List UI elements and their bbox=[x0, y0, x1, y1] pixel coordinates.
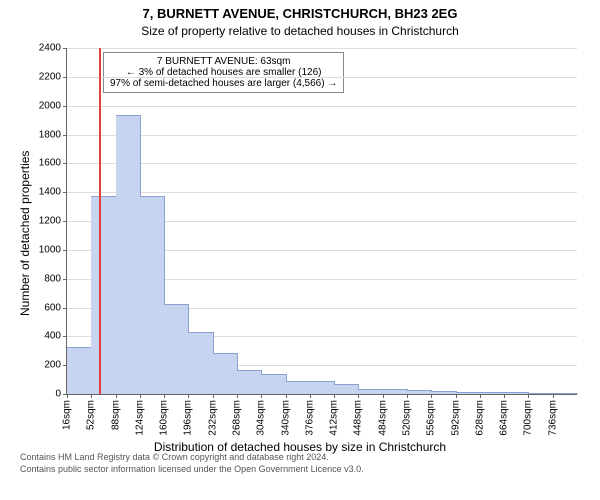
x-tick-mark bbox=[407, 394, 408, 398]
y-tick-label: 200 bbox=[44, 360, 61, 371]
x-tick-label: 232sqm bbox=[207, 394, 218, 436]
x-tick-mark bbox=[358, 394, 359, 398]
gridline bbox=[67, 48, 577, 49]
x-tick-label: 268sqm bbox=[232, 394, 243, 436]
gridline bbox=[67, 77, 577, 78]
x-tick-label: 196sqm bbox=[183, 394, 194, 436]
x-tick-label: 52sqm bbox=[86, 394, 97, 430]
x-tick-label: 160sqm bbox=[159, 394, 170, 436]
y-tick-label: 0 bbox=[55, 389, 61, 400]
y-tick-mark bbox=[63, 221, 67, 222]
y-tick-mark bbox=[63, 48, 67, 49]
gridline bbox=[67, 135, 577, 136]
gridline bbox=[67, 163, 577, 164]
y-tick-label: 400 bbox=[44, 331, 61, 342]
x-tick-label: 628sqm bbox=[474, 394, 485, 436]
histogram-bar bbox=[164, 304, 189, 394]
x-tick-mark bbox=[213, 394, 214, 398]
x-tick-mark bbox=[553, 394, 554, 398]
x-tick-mark bbox=[140, 394, 141, 398]
histogram-bar bbox=[237, 370, 262, 394]
y-tick-mark bbox=[63, 106, 67, 107]
histogram-bar bbox=[286, 381, 311, 394]
x-tick-label: 376sqm bbox=[304, 394, 315, 436]
info-line-3: 97% of semi-detached houses are larger (… bbox=[110, 78, 337, 89]
marker-line bbox=[99, 48, 101, 394]
y-tick-label: 2400 bbox=[39, 43, 61, 54]
y-tick-mark bbox=[63, 250, 67, 251]
histogram-bar bbox=[67, 347, 92, 394]
y-tick-label: 1800 bbox=[39, 129, 61, 140]
x-tick-mark bbox=[456, 394, 457, 398]
x-tick-mark bbox=[480, 394, 481, 398]
x-tick-label: 700sqm bbox=[523, 394, 534, 436]
x-tick-label: 484sqm bbox=[377, 394, 388, 436]
y-tick-label: 800 bbox=[44, 273, 61, 284]
x-tick-mark bbox=[431, 394, 432, 398]
x-tick-label: 736sqm bbox=[547, 394, 558, 436]
plot-area: 7 BURNETT AVENUE: 63sqm ← 3% of detached… bbox=[66, 48, 577, 395]
y-tick-mark bbox=[63, 192, 67, 193]
x-tick-label: 520sqm bbox=[402, 394, 413, 436]
gridline bbox=[67, 106, 577, 107]
histogram-bar bbox=[334, 384, 359, 394]
x-tick-mark bbox=[286, 394, 287, 398]
y-tick-label: 600 bbox=[44, 302, 61, 313]
x-tick-mark bbox=[116, 394, 117, 398]
info-box: 7 BURNETT AVENUE: 63sqm ← 3% of detached… bbox=[103, 52, 344, 93]
x-tick-mark bbox=[528, 394, 529, 398]
footer-line-2: Contains public sector information licen… bbox=[20, 464, 364, 474]
y-tick-mark bbox=[63, 308, 67, 309]
footer-line-1: Contains HM Land Registry data © Crown c… bbox=[20, 452, 329, 462]
chart-suptitle: 7, BURNETT AVENUE, CHRISTCHURCH, BH23 2E… bbox=[0, 6, 600, 21]
x-tick-label: 664sqm bbox=[499, 394, 510, 436]
y-tick-mark bbox=[63, 279, 67, 280]
x-tick-label: 556sqm bbox=[426, 394, 437, 436]
x-tick-mark bbox=[91, 394, 92, 398]
y-tick-label: 1000 bbox=[39, 244, 61, 255]
histogram-bar bbox=[91, 196, 116, 395]
x-tick-mark bbox=[310, 394, 311, 398]
histogram-bar bbox=[261, 374, 286, 394]
y-tick-label: 2000 bbox=[39, 100, 61, 111]
y-tick-label: 1200 bbox=[39, 216, 61, 227]
chart-subtitle: Size of property relative to detached ho… bbox=[0, 24, 600, 38]
y-tick-label: 1400 bbox=[39, 187, 61, 198]
y-tick-mark bbox=[63, 163, 67, 164]
histogram-bar bbox=[213, 353, 238, 394]
histogram-bar bbox=[188, 332, 213, 394]
x-tick-mark bbox=[67, 394, 68, 398]
x-tick-label: 412sqm bbox=[329, 394, 340, 436]
x-tick-mark bbox=[334, 394, 335, 398]
x-tick-mark bbox=[261, 394, 262, 398]
x-tick-label: 16sqm bbox=[62, 394, 73, 430]
x-tick-mark bbox=[383, 394, 384, 398]
y-tick-mark bbox=[63, 336, 67, 337]
histogram-bar bbox=[310, 381, 335, 394]
x-tick-mark bbox=[504, 394, 505, 398]
histogram-bar bbox=[116, 115, 141, 394]
x-tick-label: 88sqm bbox=[110, 394, 121, 430]
x-tick-label: 124sqm bbox=[134, 394, 145, 436]
gridline bbox=[67, 192, 577, 193]
x-tick-label: 448sqm bbox=[353, 394, 364, 436]
x-tick-label: 592sqm bbox=[450, 394, 461, 436]
chart-container: 7, BURNETT AVENUE, CHRISTCHURCH, BH23 2E… bbox=[0, 0, 600, 500]
y-tick-mark bbox=[63, 77, 67, 78]
x-tick-mark bbox=[164, 394, 165, 398]
y-axis-label: Number of detached properties bbox=[18, 151, 32, 316]
x-tick-label: 304sqm bbox=[256, 394, 267, 436]
y-tick-label: 2200 bbox=[39, 71, 61, 82]
info-line-1: 7 BURNETT AVENUE: 63sqm bbox=[110, 56, 337, 67]
y-tick-label: 1600 bbox=[39, 158, 61, 169]
x-tick-label: 340sqm bbox=[280, 394, 291, 436]
histogram-bar bbox=[140, 196, 165, 395]
y-tick-mark bbox=[63, 135, 67, 136]
x-tick-mark bbox=[237, 394, 238, 398]
x-tick-mark bbox=[188, 394, 189, 398]
